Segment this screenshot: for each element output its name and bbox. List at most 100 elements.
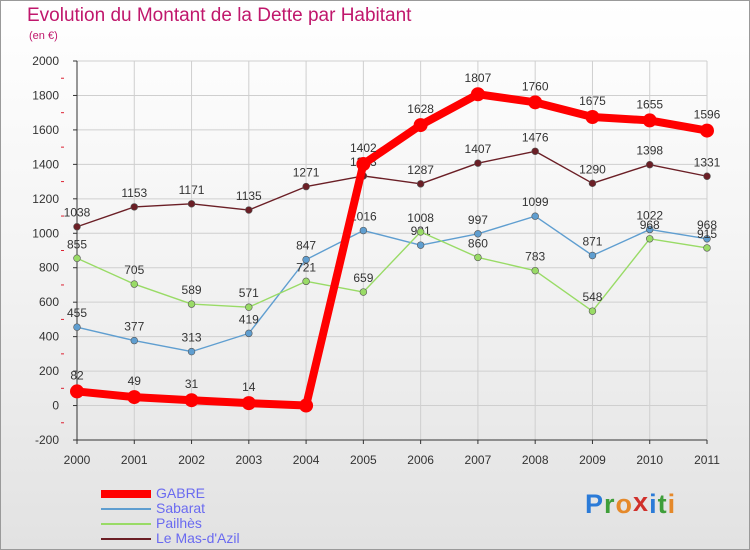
data-label-sabarat: 455 xyxy=(67,306,87,320)
data-label-gabre: 1628 xyxy=(407,102,434,116)
series-sabarat: 455377313419847101693199710998711022968 xyxy=(67,195,717,356)
data-point-gabre xyxy=(585,109,600,124)
logo-letter: o xyxy=(615,489,634,519)
data-label-pailhes: 659 xyxy=(353,271,373,285)
legend-swatch xyxy=(101,538,151,540)
data-label-sabarat: 313 xyxy=(182,331,202,345)
y-tick-label: 600 xyxy=(39,295,59,309)
data-label-sabarat: 968 xyxy=(697,218,717,232)
x-tick-label: 2006 xyxy=(407,453,434,467)
data-point-pailhes xyxy=(531,266,539,275)
data-label-le-mas-d-azil: 1331 xyxy=(694,155,721,169)
x-tick-label: 2003 xyxy=(235,453,262,467)
data-point-le-mas-d-azil xyxy=(646,161,654,169)
x-tick-label: 2005 xyxy=(350,453,377,467)
data-label-pailhes: 783 xyxy=(525,250,545,264)
data-label-le-mas-d-azil: 1171 xyxy=(179,183,205,197)
series-gabre: 82 49 31 14 1402 1628 1807 1760 1675 1655 1596 xyxy=(70,71,721,413)
data-point-le-mas-d-azil xyxy=(416,180,425,188)
legend-label: Sabarat xyxy=(156,500,206,516)
data-point-sabarat xyxy=(416,241,425,249)
data-point-sabarat xyxy=(588,251,597,260)
x-tick-label: 2009 xyxy=(579,453,606,467)
series-line-le-mas-d-azil xyxy=(76,150,708,228)
legend-label: GABRE xyxy=(156,485,206,501)
legend-swatch xyxy=(101,523,151,525)
logo-letter: i xyxy=(649,489,658,519)
data-point-gabre xyxy=(184,393,199,408)
logo-letter: r xyxy=(604,489,616,519)
data-label-pailhes: 968 xyxy=(640,218,660,232)
data-point-pailhes xyxy=(416,228,425,236)
data-point-gabre xyxy=(299,398,314,413)
data-label-pailhes: 721 xyxy=(296,260,316,274)
data-label-gabre: 1807 xyxy=(465,71,492,85)
data-label-sabarat: 871 xyxy=(582,234,602,248)
data-point-le-mas-d-azil xyxy=(588,179,597,188)
data-point-le-mas-d-azil xyxy=(73,223,81,231)
data-point-gabre xyxy=(241,396,256,411)
data-point-sabarat xyxy=(187,347,196,356)
y-tick-label: 200 xyxy=(39,364,59,378)
data-point-sabarat xyxy=(646,225,654,234)
data-label-sabarat: 1022 xyxy=(636,208,663,222)
data-point-gabre xyxy=(413,118,428,133)
data-point-pailhes xyxy=(474,253,482,262)
logo-letter: t xyxy=(657,489,668,519)
data-label-gabre: 1655 xyxy=(636,97,663,111)
data-point-le-mas-d-azil xyxy=(187,200,196,208)
y-tick-label: 1800 xyxy=(32,88,59,102)
data-label-pailhes: 548 xyxy=(582,290,602,304)
chart-unit: (en €) xyxy=(29,30,58,42)
data-point-le-mas-d-azil xyxy=(474,159,482,167)
y-tick-label: 0 xyxy=(52,399,59,413)
logo-letter: P xyxy=(585,489,605,519)
series-line-sabarat xyxy=(76,215,708,353)
data-point-sabarat xyxy=(703,235,711,243)
data-label-pailhes: 855 xyxy=(67,237,87,251)
y-tick-label: 1400 xyxy=(32,157,59,171)
data-point-le-mas-d-azil xyxy=(245,206,253,214)
x-tick-label: 2008 xyxy=(522,453,549,467)
series-line-pailhes xyxy=(76,231,708,312)
data-point-gabre xyxy=(642,113,657,128)
data-label-gabre: 31 xyxy=(185,377,199,391)
data-point-gabre xyxy=(470,87,485,102)
data-label-gabre: 1760 xyxy=(522,79,549,93)
data-label-pailhes: 705 xyxy=(124,263,144,277)
data-point-sabarat xyxy=(73,323,81,331)
y-tick-label: 800 xyxy=(39,261,59,275)
data-point-pailhes xyxy=(73,254,81,262)
x-tick-label: 2007 xyxy=(465,453,492,467)
data-point-gabre xyxy=(70,384,84,399)
chart-title: Evolution du Montant de la Dette par Hab… xyxy=(27,5,412,26)
data-label-gabre: 82 xyxy=(70,368,84,382)
logo-letter: i xyxy=(667,489,677,519)
y-tick-label: 400 xyxy=(39,330,59,344)
data-label-sabarat: 1016 xyxy=(350,210,377,224)
data-label-le-mas-d-azil: 1287 xyxy=(407,163,434,177)
data-point-gabre xyxy=(356,157,371,172)
data-label-pailhes: 860 xyxy=(468,236,488,250)
data-point-gabre xyxy=(700,123,714,138)
data-label-gabre: 1675 xyxy=(579,94,606,108)
data-label-le-mas-d-azil: 1407 xyxy=(465,142,492,156)
y-tick-label: 1000 xyxy=(32,226,59,240)
data-point-sabarat xyxy=(302,255,310,264)
data-label-sabarat: 419 xyxy=(239,312,259,326)
legend-swatch xyxy=(101,508,151,510)
x-tick-label: 2002 xyxy=(178,453,205,467)
data-label-sabarat: 377 xyxy=(124,320,144,334)
data-point-pailhes xyxy=(187,300,196,308)
data-label-gabre: 14 xyxy=(242,380,256,394)
data-label-sabarat: 847 xyxy=(296,239,316,253)
data-label-le-mas-d-azil: 1038 xyxy=(64,206,91,220)
data-point-sabarat xyxy=(130,336,138,345)
x-tick-label: 2004 xyxy=(293,453,320,467)
y-tick-label: 1200 xyxy=(32,192,59,206)
data-label-le-mas-d-azil: 1271 xyxy=(293,166,320,180)
data-point-pailhes xyxy=(646,235,654,243)
